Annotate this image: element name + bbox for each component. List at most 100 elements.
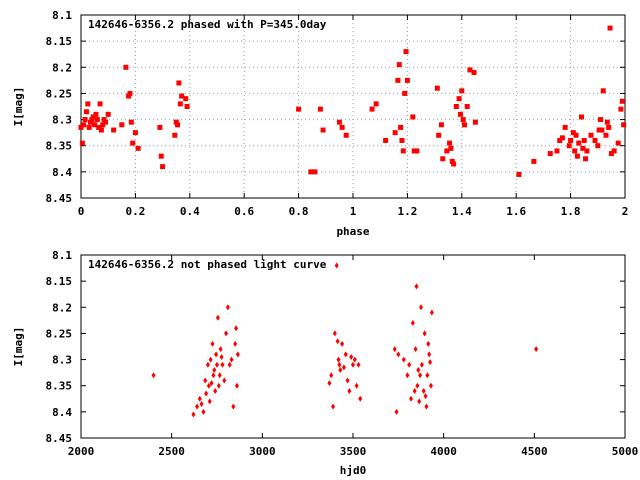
- data-point: [436, 132, 442, 138]
- data-point: [216, 382, 221, 389]
- data-point: [89, 117, 95, 123]
- x-tick-label: 0.8: [289, 205, 309, 218]
- data-point: [231, 403, 236, 410]
- data-point: [419, 304, 423, 311]
- data-point: [606, 124, 612, 130]
- data-point: [334, 262, 339, 269]
- data-point: [94, 117, 100, 123]
- data-point: [331, 403, 336, 410]
- data-point: [296, 106, 302, 112]
- x-axis-label: hjd0: [340, 464, 367, 477]
- data-point: [184, 104, 190, 109]
- data-point: [464, 104, 470, 109]
- data-point: [98, 127, 104, 133]
- data-point: [369, 106, 375, 112]
- data-point: [217, 372, 222, 379]
- data-point: [570, 130, 576, 136]
- data-point: [621, 122, 627, 128]
- data-point: [354, 382, 359, 389]
- data-point: [611, 148, 617, 154]
- data-point: [119, 122, 125, 128]
- data-point: [618, 106, 624, 112]
- data-point: [341, 364, 346, 371]
- data-point: [191, 411, 196, 418]
- x-tick-label: 0.2: [125, 205, 145, 218]
- data-point: [215, 314, 220, 321]
- data-point: [472, 119, 478, 125]
- data-point: [172, 132, 178, 138]
- data-point: [395, 77, 401, 83]
- data-point: [410, 114, 416, 120]
- data-point: [409, 395, 414, 402]
- data-point: [199, 401, 204, 408]
- data-point: [599, 127, 605, 133]
- x-tick-label: 1.2: [397, 205, 417, 218]
- data-point: [213, 387, 218, 394]
- data-point: [531, 158, 537, 164]
- x-tick-label: 2500: [158, 445, 185, 458]
- data-point: [111, 127, 117, 133]
- data-point: [183, 96, 189, 102]
- x-axis-label: phase: [336, 225, 369, 238]
- data-point: [336, 356, 341, 363]
- data-point: [345, 377, 350, 384]
- data-point: [225, 304, 230, 311]
- data-point: [135, 145, 141, 151]
- x-tick-label: 4500: [521, 445, 548, 458]
- data-point: [419, 361, 424, 368]
- data-point: [426, 340, 431, 347]
- data-point: [557, 137, 563, 143]
- data-point: [440, 156, 446, 162]
- data-point: [179, 93, 185, 99]
- data-point: [343, 351, 348, 358]
- y-tick-label: 8.25: [46, 87, 73, 100]
- y-axis-label: I[mag]: [12, 87, 25, 127]
- data-point: [534, 346, 539, 353]
- x-tick-label: 1.8: [561, 205, 581, 218]
- y-tick-label: 8.3: [52, 114, 72, 127]
- data-point: [317, 106, 323, 112]
- data-point: [428, 359, 433, 366]
- data-point: [405, 372, 410, 379]
- data-point: [126, 93, 132, 99]
- data-point: [418, 372, 423, 379]
- data-point: [78, 124, 84, 130]
- data-point: [434, 85, 440, 91]
- data-point: [197, 395, 202, 402]
- data-point: [329, 372, 334, 379]
- data-point: [173, 119, 179, 125]
- data-point: [554, 148, 560, 154]
- data-point: [566, 143, 572, 149]
- data-point: [349, 353, 354, 360]
- data-point: [132, 130, 138, 136]
- data-point: [449, 158, 455, 164]
- data-point: [574, 153, 580, 159]
- plot-frame: [80, 14, 626, 199]
- data-point: [423, 393, 428, 400]
- data-point: [424, 403, 429, 410]
- data-point: [92, 122, 98, 128]
- y-tick-label: 8.2: [52, 61, 72, 74]
- data-point: [100, 122, 106, 128]
- data-point: [358, 395, 363, 402]
- data-point: [177, 101, 183, 107]
- data-point: [338, 367, 343, 374]
- data-point: [588, 132, 594, 138]
- data-point: [214, 351, 219, 358]
- data-point: [404, 77, 410, 83]
- data-point: [453, 104, 459, 109]
- y-tick-label: 8.45: [46, 192, 73, 205]
- x-tick-label: 4000: [430, 445, 457, 458]
- data-point: [400, 148, 406, 154]
- data-point: [447, 140, 453, 146]
- data-point: [175, 122, 181, 128]
- data-point: [576, 140, 582, 146]
- data-point: [195, 403, 200, 410]
- data-point: [413, 346, 418, 353]
- data-point: [127, 90, 133, 96]
- data-point: [207, 398, 212, 405]
- data-point: [210, 340, 215, 347]
- data-point: [352, 356, 357, 363]
- data-point: [335, 338, 340, 345]
